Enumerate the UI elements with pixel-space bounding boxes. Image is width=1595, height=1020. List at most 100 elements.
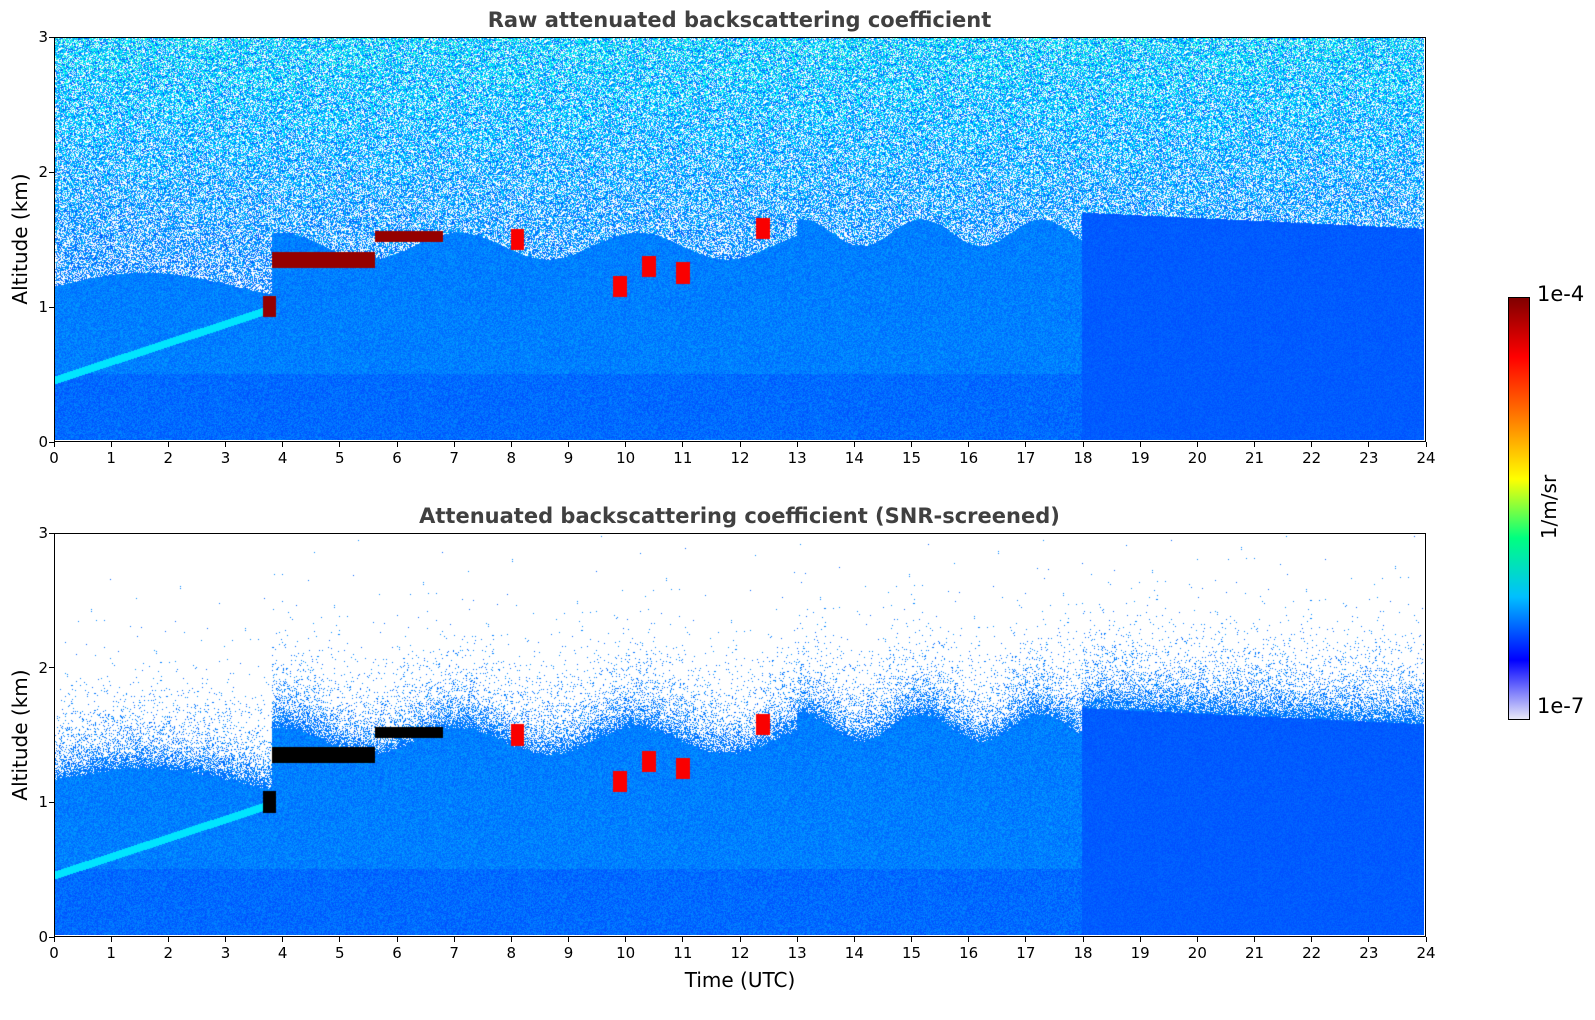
x-tick-mark [739,937,741,942]
x-tick-mark [282,937,284,942]
top-panel-title: Raw attenuated backscattering coefficien… [487,8,992,32]
x-tick-label: 16 [959,449,979,467]
y-tick-label: 1 [38,793,48,812]
x-tick-label: 2 [163,944,174,962]
y-tick-mark [49,532,54,534]
x-tick-mark [853,442,855,447]
top-y-axis-label: Altitude (km) [8,173,32,305]
x-tick-label: 10 [616,449,636,467]
x-tick-label: 21 [1244,944,1265,962]
x-tick-mark [911,442,912,447]
x-tick-mark [1082,937,1084,942]
snr-screened-backscatter-image [55,534,1424,935]
x-tick-mark [968,442,970,447]
x-tick-mark [396,442,398,447]
y-tick-mark [49,306,54,308]
x-tick-mark [1254,442,1255,447]
x-tick-mark [1425,442,1427,447]
x-tick-label: 14 [844,449,864,467]
x-tick-mark [1425,937,1427,942]
x-tick-mark [225,937,226,942]
x-tick-label: 24 [1416,944,1436,962]
x-tick-mark [339,937,341,942]
x-tick-label: 16 [959,944,979,962]
bottom-panel-title: Attenuated backscattering coefficient (S… [419,504,1060,528]
y-tick-mark [49,36,54,38]
x-tick-label: 15 [901,944,922,962]
x-tick-mark [1254,937,1255,942]
x-tick-mark [167,442,169,447]
x-tick-label: 17 [1016,449,1036,467]
x-tick-mark [739,442,741,447]
x-tick-mark [225,442,226,447]
x-tick-mark [911,937,912,942]
x-tick-label: 0 [49,449,59,467]
bottom-y-axis-label: Altitude (km) [8,669,32,801]
y-tick-mark [49,171,54,173]
x-tick-label: 18 [1073,449,1093,467]
x-tick-label: 24 [1416,449,1436,467]
x-tick-mark [1139,937,1141,942]
y-tick-mark [49,801,54,803]
x-tick-mark [453,442,455,447]
x-tick-mark [53,442,55,447]
x-tick-mark [682,937,684,942]
x-tick-label: 15 [901,449,922,467]
y-tick-label: 1 [38,298,48,316]
x-tick-mark [110,442,112,447]
x-tick-label: 8 [506,944,517,962]
x-tick-label: 22 [1302,944,1322,962]
x-tick-mark [510,442,512,447]
x-tick-label: 11 [673,449,693,467]
x-tick-mark [796,937,798,942]
x-axis-label: Time (UTC) [684,968,796,992]
y-tick-label: 2 [38,163,48,181]
x-tick-label: 4 [277,944,288,962]
x-tick-label: 18 [1073,944,1093,962]
raw-backscatter-heatmap [54,37,1426,442]
x-tick-mark [1196,937,1198,942]
x-tick-label: 19 [1130,449,1150,467]
x-tick-label: 10 [616,944,636,962]
x-tick-label: 17 [1016,944,1036,962]
x-tick-label: 3 [220,449,231,467]
y-tick-label: 3 [38,524,48,542]
x-tick-label: 2 [163,449,174,467]
y-tick-label: 3 [38,28,48,46]
x-tick-mark [968,937,970,942]
y-tick-label: 0 [38,928,48,946]
x-tick-label: 9 [563,944,574,962]
x-tick-label: 3 [220,944,231,962]
x-tick-mark [1025,442,1027,447]
x-tick-mark [1139,442,1141,447]
x-tick-label: 6 [392,944,402,962]
x-tick-mark [1311,442,1313,447]
colorbar-min-label: 1e-7 [1537,694,1585,718]
x-tick-mark [1025,937,1027,942]
x-tick-mark [1311,937,1313,942]
x-tick-mark [339,442,341,447]
x-tick-label: 14 [844,944,864,962]
x-tick-mark [396,937,398,942]
x-tick-label: 19 [1130,944,1150,962]
x-tick-label: 12 [730,944,750,962]
x-tick-label: 4 [277,449,288,467]
x-tick-label: 1 [106,449,116,467]
x-tick-label: 5 [335,449,345,467]
x-tick-label: 8 [506,449,517,467]
x-tick-label: 0 [49,944,59,962]
x-tick-mark [682,442,684,447]
x-tick-label: 13 [787,449,807,467]
x-tick-mark [110,937,112,942]
x-tick-label: 20 [1187,944,1207,962]
x-tick-label: 5 [335,944,345,962]
x-tick-mark [1368,937,1370,942]
x-tick-label: 20 [1187,449,1207,467]
x-tick-label: 23 [1359,449,1379,467]
x-tick-mark [167,937,169,942]
y-tick-mark [49,936,54,938]
x-tick-mark [568,937,569,942]
x-tick-mark [1082,442,1084,447]
x-tick-mark [282,442,284,447]
x-tick-label: 7 [449,449,459,467]
